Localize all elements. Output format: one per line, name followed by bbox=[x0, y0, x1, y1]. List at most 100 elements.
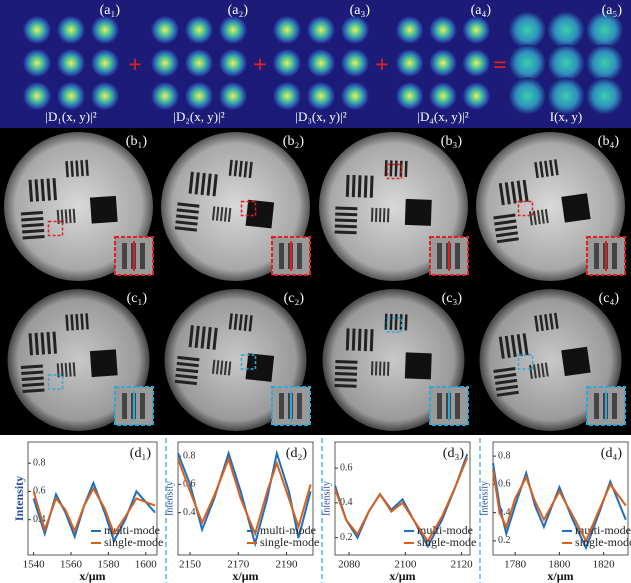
target-square bbox=[561, 193, 590, 222]
inset-bar bbox=[437, 393, 442, 419]
x-axis-label: x/μm bbox=[389, 569, 415, 583]
panel-caption: I(x, y) bbox=[550, 109, 583, 124]
x-tick-label: 1540 bbox=[23, 559, 46, 571]
speckle-spot bbox=[57, 82, 85, 110]
target-square bbox=[405, 199, 432, 226]
panel-label: (a₅) bbox=[602, 3, 623, 18]
inset-bar bbox=[140, 243, 145, 269]
speckle-spot bbox=[586, 44, 623, 81]
speckle-spot bbox=[151, 16, 179, 44]
x-axis-label: x/μm bbox=[79, 569, 105, 583]
speckle-spot bbox=[307, 82, 335, 110]
speckle-spot bbox=[396, 16, 424, 44]
speckle-spot bbox=[462, 49, 490, 77]
panel-label: (a₄) bbox=[471, 3, 492, 18]
panel-label: (d₃) bbox=[443, 446, 465, 461]
panel-label: (d₁) bbox=[130, 446, 152, 461]
speckle-spot bbox=[429, 82, 457, 110]
inset-bar bbox=[455, 393, 460, 419]
target-square bbox=[90, 196, 118, 224]
inset-bar bbox=[612, 243, 617, 269]
panel-label: (c₁) bbox=[127, 291, 148, 306]
y-axis-label: Intensity bbox=[479, 481, 490, 516]
legend-label: single-mode bbox=[104, 535, 163, 549]
operator: + bbox=[253, 53, 267, 79]
speckle-spot bbox=[219, 82, 247, 110]
speckle-spot bbox=[273, 16, 301, 44]
speckle-spot bbox=[273, 49, 301, 77]
x-tick-label: 2150 bbox=[179, 559, 202, 571]
inset-bar bbox=[122, 393, 127, 419]
speckle-spot bbox=[462, 16, 490, 44]
speckle-spot bbox=[547, 44, 584, 81]
panel-label: (c₃) bbox=[442, 291, 463, 306]
speckle-spot bbox=[429, 16, 457, 44]
inset-bar bbox=[612, 393, 617, 419]
x-tick-label: 1600 bbox=[135, 559, 158, 571]
figure: (a₁)|D₁(x, y)|²(a₂)|D₂(x, y)|²(a₃)|D₃(x,… bbox=[0, 0, 631, 583]
target-square bbox=[246, 200, 275, 229]
speckle-spot bbox=[23, 16, 51, 44]
inset-bar bbox=[297, 243, 302, 269]
panel-label: (b₃) bbox=[441, 134, 463, 149]
speckle-spot bbox=[429, 49, 457, 77]
y-tick-label: 0.8 bbox=[183, 450, 196, 461]
speckle-spot bbox=[341, 16, 369, 44]
speckle-spot bbox=[57, 49, 85, 77]
speckle-spot bbox=[547, 11, 584, 48]
inset-bar bbox=[122, 243, 127, 269]
inset-bar bbox=[437, 243, 442, 269]
x-tick-label: 1780 bbox=[504, 559, 527, 571]
speckle-spot bbox=[586, 77, 623, 114]
speckle-spot bbox=[151, 82, 179, 110]
speckle-spot bbox=[185, 82, 213, 110]
operator: + bbox=[375, 53, 389, 79]
legend-label: single-mode bbox=[575, 535, 631, 549]
x-tick-label: 2080 bbox=[338, 559, 361, 571]
speckle-spot bbox=[307, 16, 335, 44]
x-tick-label: 1820 bbox=[593, 559, 616, 571]
speckle-spot bbox=[509, 77, 546, 114]
panel-label: (b₂) bbox=[283, 134, 305, 149]
speckle-spot bbox=[509, 11, 546, 48]
panel-label: (b₁) bbox=[126, 134, 148, 149]
panel-caption: |D₂(x, y)|² bbox=[173, 109, 224, 124]
x-tick-label: 2120 bbox=[451, 559, 474, 571]
speckle-spot bbox=[341, 49, 369, 77]
inset-bar bbox=[279, 243, 284, 269]
panel-label: (a₂) bbox=[228, 3, 249, 18]
y-tick-label: 0.2 bbox=[340, 532, 353, 543]
panel-label: (a₁) bbox=[100, 3, 121, 18]
x-axis-label: x/μm bbox=[232, 569, 258, 583]
speckle-spot bbox=[509, 44, 546, 81]
y-axis-label: Intensity bbox=[321, 481, 332, 516]
speckle-spot bbox=[57, 16, 85, 44]
panel-caption: |D₃(x, y)|² bbox=[295, 109, 346, 124]
operator: + bbox=[128, 53, 142, 79]
speckle-spot bbox=[396, 49, 424, 77]
inset-bar bbox=[455, 243, 460, 269]
speckle-spot bbox=[307, 49, 335, 77]
speckle-spot bbox=[219, 49, 247, 77]
panel-label: (c₂) bbox=[284, 291, 305, 306]
speckle-spot bbox=[462, 82, 490, 110]
speckle-spot bbox=[396, 82, 424, 110]
speckle-spot bbox=[91, 49, 119, 77]
y-tick-label: 0.8 bbox=[33, 457, 46, 468]
y-tick-label: 0.4 bbox=[183, 507, 196, 518]
legend-label: single-mode bbox=[417, 535, 476, 549]
target-square bbox=[90, 349, 118, 377]
y-tick-label: 0.6 bbox=[340, 462, 353, 473]
speckle-spot bbox=[219, 16, 247, 44]
target-square bbox=[246, 353, 275, 382]
y-tick-label: 0.2 bbox=[498, 535, 511, 546]
speckle-spot bbox=[23, 82, 51, 110]
speckle-spot bbox=[23, 49, 51, 77]
speckle-spot bbox=[341, 82, 369, 110]
target-square bbox=[561, 347, 590, 376]
y-axis-label: Intensity bbox=[12, 476, 26, 521]
x-axis-label: x/μm bbox=[547, 569, 573, 583]
speckle-spot bbox=[151, 49, 179, 77]
panel-label: (a₃) bbox=[350, 3, 371, 18]
inset-bar bbox=[140, 393, 145, 419]
